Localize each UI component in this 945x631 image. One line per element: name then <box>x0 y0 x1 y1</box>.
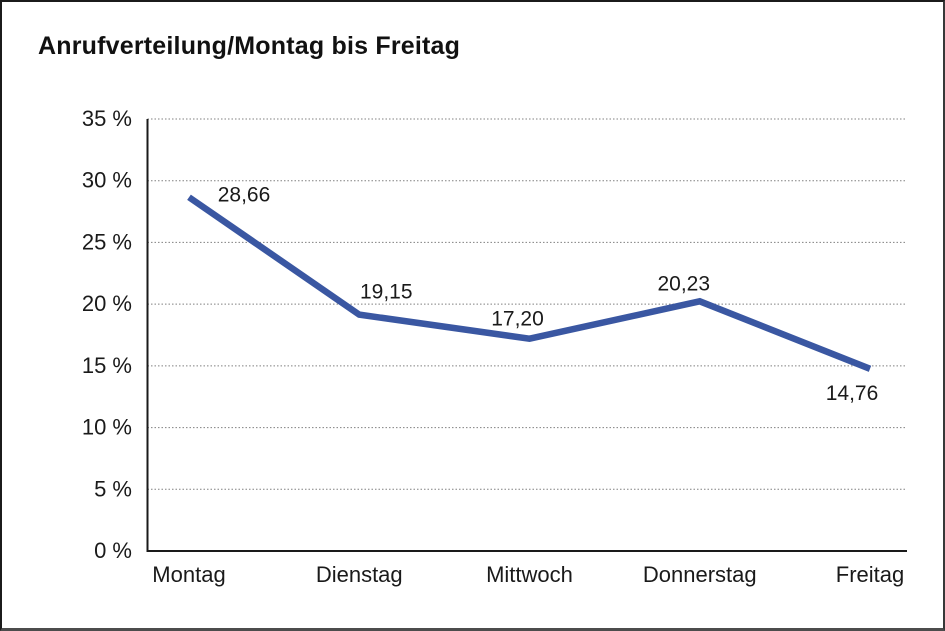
y-tick-label: 0 % <box>94 538 132 563</box>
x-category-label: Montag <box>152 562 225 587</box>
y-tick-label: 5 % <box>94 476 132 501</box>
data-point-label: 14,76 <box>826 382 879 405</box>
data-point-label: 28,66 <box>218 183 271 206</box>
x-category-label: Donnerstag <box>643 562 757 587</box>
y-tick-label: 25 % <box>82 229 132 254</box>
y-tick-label: 15 % <box>82 353 132 378</box>
series-line <box>187 194 872 372</box>
data-point-label: 19,15 <box>360 281 413 304</box>
y-tick-label: 10 % <box>82 415 132 440</box>
x-category-label: Mittwoch <box>486 562 573 587</box>
x-category-label: Dienstag <box>316 562 403 587</box>
y-tick-label: 35 % <box>82 106 132 131</box>
data-point-label: 20,23 <box>657 272 710 295</box>
y-tick-label: 30 % <box>82 168 132 193</box>
data-point-label: 17,20 <box>491 308 544 331</box>
chart-title: Anrufverteilung/Montag bis Freitag <box>38 32 461 60</box>
y-tick-label: 20 % <box>82 291 132 316</box>
x-category-label: Freitag <box>836 562 904 587</box>
